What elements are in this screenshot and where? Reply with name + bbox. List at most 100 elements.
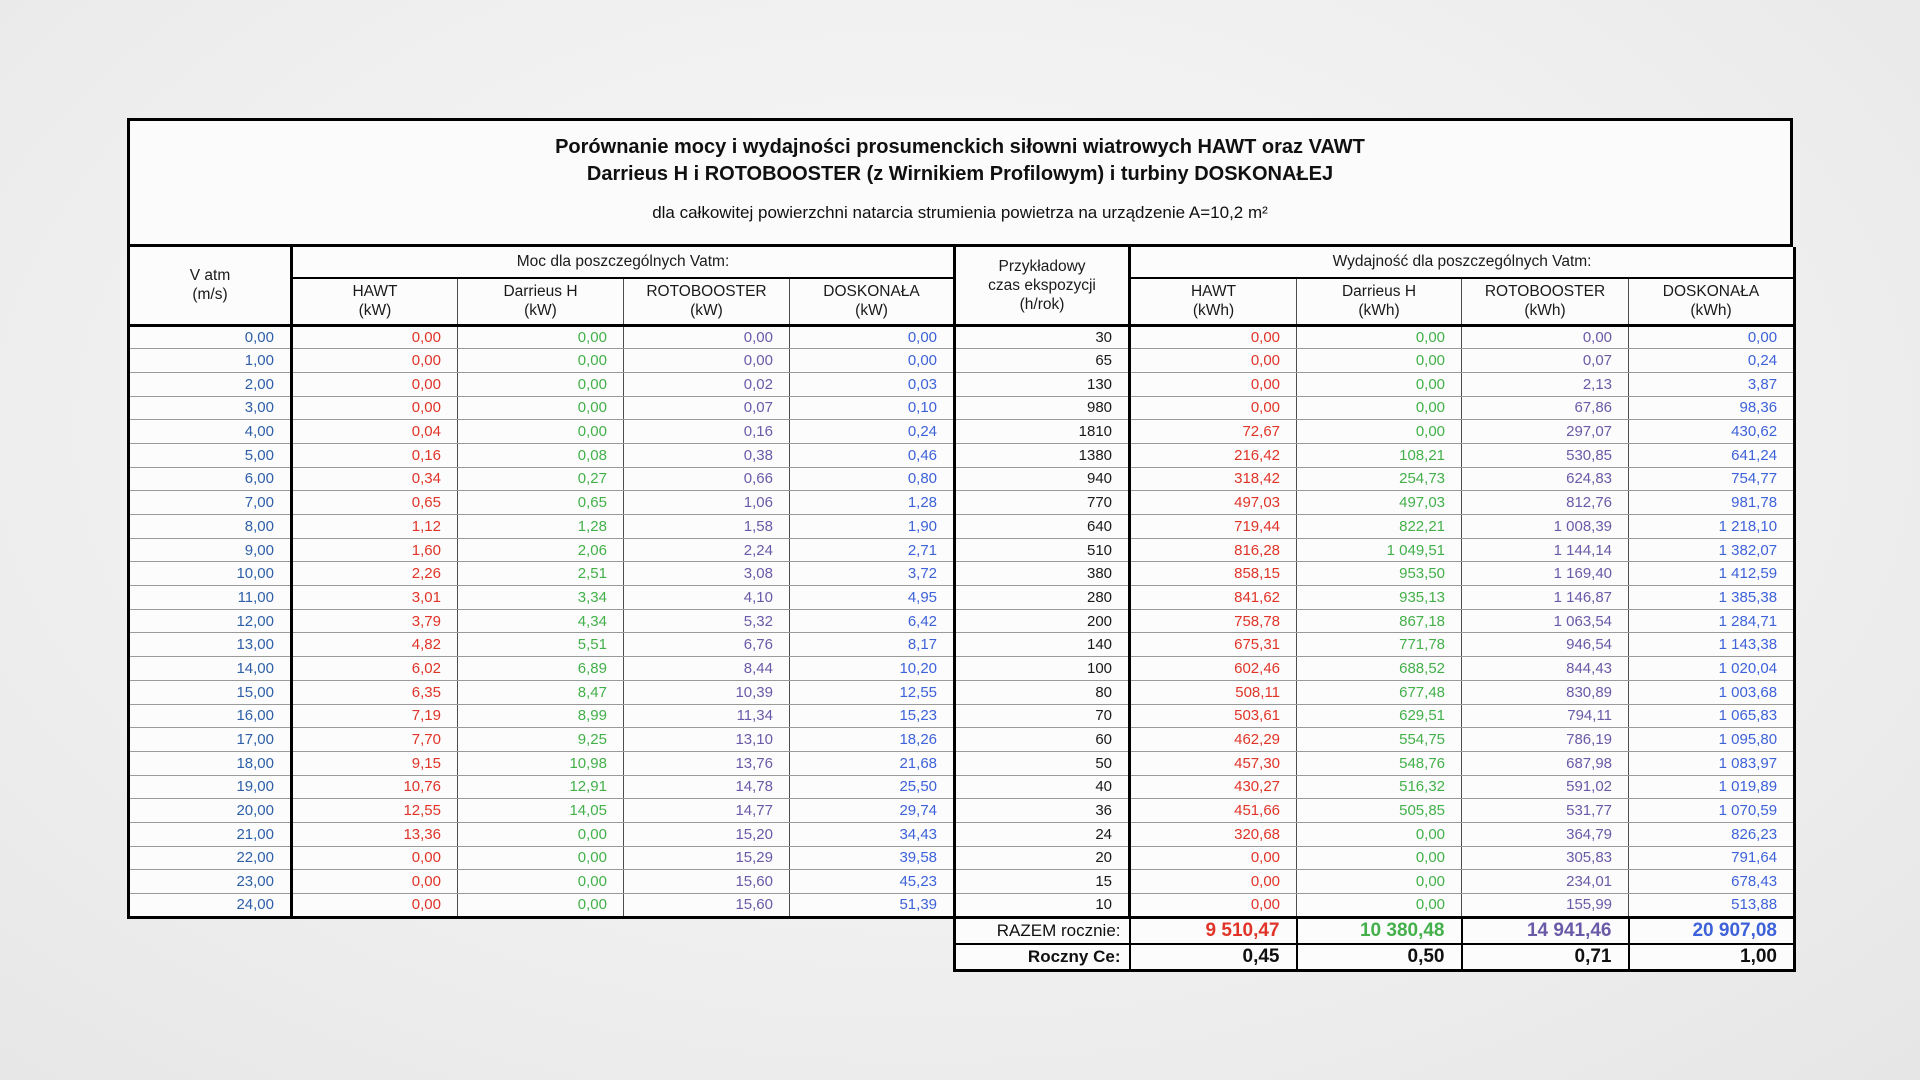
cell-doskonala-kw: 0,80 (788, 467, 955, 492)
cell-hawt-kwh: 216,42 (1128, 443, 1297, 468)
cell-hawt-kw: 0,00 (290, 396, 458, 421)
cell-hawt-kw: 12,55 (290, 798, 458, 823)
cell-rotobooster-kw: 0,00 (623, 348, 790, 373)
cell-doskonala-kwh: 513,88 (1628, 893, 1795, 918)
cell-darrieus-kwh: 516,32 (1296, 775, 1462, 800)
cell-hawt-kw: 0,00 (290, 869, 458, 894)
cell-rotobooster-kw: 0,38 (623, 443, 790, 468)
cell-czas-ekspozycji: 1380 (953, 443, 1130, 468)
razem-darrieus-kwh: 10 380,48 (1295, 917, 1462, 945)
cell-doskonala-kw: 29,74 (788, 798, 955, 823)
cell-hawt-kw: 4,82 (290, 632, 458, 658)
cell-hawt-kwh: 320,68 (1128, 822, 1297, 847)
cell-darrieus-kwh: 254,73 (1296, 467, 1462, 492)
cell-hawt-kwh: 0,00 (1128, 869, 1297, 894)
cell-v-atm: 5,00 (128, 443, 292, 468)
cell-rotobooster-kwh: 830,89 (1461, 680, 1629, 705)
cell-rotobooster-kwh: 591,02 (1461, 775, 1629, 800)
cell-rotobooster-kw: 14,77 (623, 798, 790, 823)
cell-v-atm: 20,00 (128, 798, 292, 823)
cell-hawt-kw: 1,12 (290, 514, 458, 539)
cell-czas-ekspozycji: 380 (953, 561, 1130, 587)
cell-doskonala-kwh: 754,77 (1628, 467, 1795, 492)
group-header-power: Moc dla poszczególnych Vatm: (289, 247, 955, 279)
cell-doskonala-kwh: 1 412,59 (1628, 561, 1795, 587)
cell-czas-ekspozycji: 510 (953, 538, 1130, 563)
cell-hawt-kwh: 462,29 (1128, 727, 1297, 752)
cell-hawt-kwh: 0,00 (1128, 372, 1297, 397)
cell-doskonala-kw: 10,20 (788, 656, 955, 681)
cell-v-atm: 21,00 (128, 822, 292, 847)
cell-rotobooster-kw: 0,07 (623, 396, 790, 421)
cell-darrieus-kw: 0,00 (457, 419, 624, 444)
title-subtitle: dla całkowitej powierzchni natarcia stru… (652, 203, 1268, 222)
cell-rotobooster-kwh: 687,98 (1461, 751, 1629, 776)
table-row: 18,00 9,15 10,98 13,76 21,68 50 457,30 548,76 68… (128, 751, 1795, 776)
cell-doskonala-kwh: 641,24 (1628, 443, 1795, 468)
cell-rotobooster-kwh: 0,07 (1461, 348, 1629, 373)
cell-rotobooster-kw: 4,10 (623, 585, 790, 610)
cell-czas-ekspozycji: 940 (953, 467, 1130, 492)
table-row: 23,00 0,00 0,00 15,60 45,23 15 0,00 0,00 234,01 6… (128, 869, 1795, 894)
cell-czas-ekspozycji: 65 (953, 348, 1130, 373)
cell-darrieus-kw: 2,51 (457, 561, 624, 587)
cell-hawt-kwh: 497,03 (1128, 490, 1297, 515)
cell-darrieus-kw: 8,47 (457, 680, 624, 705)
table-row: 12,00 3,79 4,34 5,32 6,42 200 758,78 867,18 1 06… (128, 609, 1795, 634)
cell-doskonala-kwh: 1 070,59 (1628, 798, 1795, 823)
table-row: 20,00 12,55 14,05 14,77 29,74 36 451,66 505,85 5… (128, 798, 1795, 823)
cell-rotobooster-kwh: 1 169,40 (1461, 561, 1629, 587)
cell-doskonala-kwh: 678,43 (1628, 869, 1795, 894)
cell-doskonala-kwh: 1 083,97 (1628, 751, 1795, 776)
ce-hawt: 0,45 (1128, 943, 1297, 971)
cell-doskonala-kwh: 1 218,10 (1628, 514, 1795, 539)
cell-darrieus-kwh: 497,03 (1296, 490, 1462, 515)
cell-darrieus-kw: 0,00 (457, 893, 624, 918)
cell-v-atm: 6,00 (128, 467, 292, 492)
cell-doskonala-kw: 12,55 (788, 680, 955, 705)
cell-rotobooster-kw: 5,32 (623, 609, 790, 634)
cell-darrieus-kwh: 867,18 (1296, 609, 1462, 634)
cell-doskonala-kwh: 3,87 (1628, 372, 1795, 397)
cell-czas-ekspozycji: 100 (953, 656, 1130, 681)
cell-hawt-kwh: 503,61 (1128, 704, 1297, 729)
cell-doskonala-kwh: 1 095,80 (1628, 727, 1795, 752)
cell-darrieus-kw: 6,89 (457, 656, 624, 681)
cell-czas-ekspozycji: 640 (953, 514, 1130, 539)
cell-v-atm: 0,00 (128, 325, 292, 350)
cell-rotobooster-kw: 14,78 (623, 775, 790, 800)
cell-rotobooster-kwh: 530,85 (1461, 443, 1629, 468)
cell-darrieus-kwh: 688,52 (1296, 656, 1462, 681)
cell-doskonala-kw: 0,03 (788, 372, 955, 397)
cell-doskonala-kw: 34,43 (788, 822, 955, 847)
cell-darrieus-kwh: 771,78 (1296, 632, 1462, 658)
cell-hawt-kw: 7,70 (290, 727, 458, 752)
cell-v-atm: 14,00 (128, 656, 292, 681)
cell-doskonala-kw: 18,26 (788, 727, 955, 752)
cell-v-atm: 22,00 (128, 846, 292, 871)
cell-darrieus-kw: 8,99 (457, 704, 624, 729)
column-header-rotobooster-kwh: ROTOBOOSTER (kWh) (1461, 278, 1629, 327)
cell-doskonala-kwh: 430,62 (1628, 419, 1795, 444)
cell-doskonala-kwh: 981,78 (1628, 490, 1795, 515)
razem-label: RAZEM rocznie: (954, 917, 1130, 945)
cell-v-atm: 7,00 (128, 490, 292, 515)
cell-czas-ekspozycji: 24 (953, 822, 1130, 847)
cell-czas-ekspozycji: 280 (953, 585, 1130, 610)
cell-doskonala-kw: 0,10 (788, 396, 955, 421)
cell-doskonala-kw: 51,39 (788, 893, 955, 918)
cell-rotobooster-kwh: 67,86 (1461, 396, 1629, 421)
cell-hawt-kwh: 0,00 (1128, 846, 1297, 871)
cell-hawt-kw: 3,79 (290, 609, 458, 634)
cell-rotobooster-kwh: 794,11 (1461, 704, 1629, 729)
cell-darrieus-kw: 0,00 (457, 348, 624, 373)
column-header-doskonala-kwh: DOSKONAŁA (kWh) (1628, 278, 1795, 327)
cell-v-atm: 3,00 (128, 396, 292, 421)
cell-czas-ekspozycji: 140 (953, 632, 1130, 658)
cell-doskonala-kwh: 1 003,68 (1628, 680, 1795, 705)
cell-v-atm: 9,00 (128, 538, 292, 563)
cell-rotobooster-kw: 15,29 (623, 846, 790, 871)
cell-czas-ekspozycji: 60 (953, 727, 1130, 752)
roczny-ce-label: Roczny Ce: (1027, 946, 1121, 966)
cell-rotobooster-kw: 8,44 (623, 656, 790, 681)
